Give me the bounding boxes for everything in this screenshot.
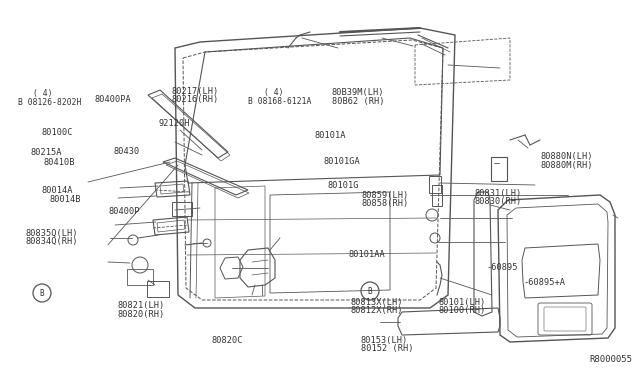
Text: 80813X(LH): 80813X(LH)	[351, 298, 403, 307]
Text: 92120H: 92120H	[159, 119, 190, 128]
Text: 80820C: 80820C	[211, 336, 243, 345]
Text: 80820(RH): 80820(RH)	[117, 310, 164, 319]
Text: 80830(RH): 80830(RH)	[475, 197, 522, 206]
Text: 80834Q(RH): 80834Q(RH)	[26, 237, 78, 246]
Text: 80014A: 80014A	[42, 186, 73, 195]
Text: B 08168-6121A: B 08168-6121A	[248, 97, 312, 106]
Text: 80101G: 80101G	[328, 181, 359, 190]
Text: ( 4): ( 4)	[264, 88, 283, 97]
Text: 80101AA: 80101AA	[349, 250, 385, 259]
Text: 80100(RH): 80100(RH)	[438, 306, 486, 315]
Text: 80812X(RH): 80812X(RH)	[351, 306, 403, 315]
Text: -60895+A: -60895+A	[524, 278, 566, 287]
Text: 80880N(LH): 80880N(LH)	[541, 153, 593, 161]
Text: 80831(LH): 80831(LH)	[475, 189, 522, 198]
Text: 80400PA: 80400PA	[95, 95, 131, 104]
Text: 80858(RH): 80858(RH)	[362, 199, 409, 208]
Text: -60895: -60895	[486, 263, 518, 272]
Text: 80430: 80430	[114, 147, 140, 156]
Text: 80217(LH): 80217(LH)	[172, 87, 219, 96]
Text: ( 4): ( 4)	[33, 89, 52, 98]
Text: 80152 (RH): 80152 (RH)	[361, 344, 413, 353]
Text: 80400P: 80400P	[109, 207, 140, 216]
Text: 80014B: 80014B	[49, 195, 81, 203]
Text: 80153(LH): 80153(LH)	[361, 336, 408, 345]
Text: B: B	[368, 286, 372, 295]
Text: 80410B: 80410B	[44, 158, 75, 167]
Text: 80101A: 80101A	[315, 131, 346, 140]
Text: 80216(RH): 80216(RH)	[172, 95, 219, 104]
Text: 80B62 (RH): 80B62 (RH)	[332, 97, 384, 106]
Text: 80215A: 80215A	[31, 148, 62, 157]
Text: 80880M(RH): 80880M(RH)	[541, 161, 593, 170]
Text: 80835Q(LH): 80835Q(LH)	[26, 229, 78, 238]
Text: B 08126-8202H: B 08126-8202H	[18, 98, 81, 107]
Text: 80101GA: 80101GA	[323, 157, 360, 166]
Text: B: B	[40, 289, 44, 298]
Text: 80821(LH): 80821(LH)	[117, 301, 164, 310]
Text: 80859(LH): 80859(LH)	[362, 191, 409, 200]
Text: R8000055: R8000055	[589, 356, 632, 365]
Text: 80100C: 80100C	[42, 128, 73, 137]
Text: 80101(LH): 80101(LH)	[438, 298, 486, 307]
Text: 80B39M(LH): 80B39M(LH)	[332, 88, 384, 97]
